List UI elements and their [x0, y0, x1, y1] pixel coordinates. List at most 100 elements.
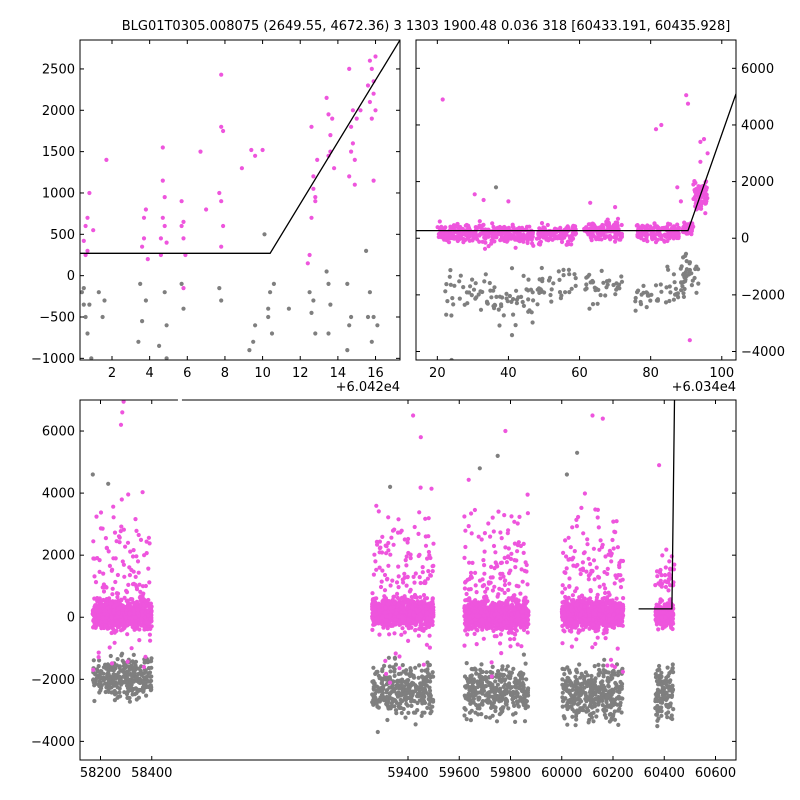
data-point	[535, 302, 540, 307]
data-point	[471, 287, 477, 292]
data-point	[125, 632, 130, 637]
data-point	[474, 702, 479, 708]
data-point	[326, 331, 331, 336]
data-point	[147, 632, 152, 637]
data-point	[477, 223, 482, 228]
data-point	[566, 267, 572, 272]
data-point	[145, 257, 150, 262]
data-point	[405, 687, 410, 692]
data-point	[665, 264, 670, 269]
data-point	[106, 689, 111, 695]
data-point	[98, 669, 103, 674]
data-point	[521, 652, 527, 657]
data-point	[425, 556, 430, 561]
data-point	[417, 616, 422, 621]
data-point	[597, 667, 602, 673]
data-point	[567, 290, 572, 295]
data-point	[104, 601, 109, 606]
data-point	[568, 682, 573, 687]
data-point	[689, 232, 694, 237]
data-point	[655, 718, 660, 723]
data-point	[500, 709, 505, 714]
data-point	[371, 665, 376, 670]
data-point	[470, 688, 475, 693]
data-point	[133, 659, 139, 664]
data-point	[698, 139, 703, 144]
data-point	[396, 585, 401, 590]
data-point	[107, 609, 112, 614]
data-point	[592, 683, 597, 688]
data-point	[404, 680, 409, 685]
data-point	[703, 211, 708, 216]
data-point	[666, 685, 671, 690]
data-point	[507, 670, 512, 675]
data-point	[475, 237, 480, 242]
data-point	[560, 699, 566, 704]
data-point	[596, 672, 601, 677]
data-point	[371, 697, 376, 703]
data-point	[130, 597, 135, 602]
data-point	[349, 149, 354, 154]
data-point	[106, 481, 111, 486]
data-point	[382, 572, 388, 578]
data-point	[394, 580, 400, 585]
data-point	[526, 309, 531, 314]
data-point	[655, 703, 660, 709]
data-point	[660, 686, 665, 691]
data-point	[583, 693, 589, 698]
data-point	[377, 565, 382, 570]
data-point	[116, 606, 121, 611]
data-point	[121, 674, 126, 679]
data-point	[96, 664, 101, 669]
data-point	[400, 614, 405, 620]
data-point	[656, 694, 661, 699]
data-point	[609, 717, 614, 722]
data-point	[373, 54, 378, 59]
data-point	[485, 679, 490, 684]
data-point	[492, 230, 497, 235]
data-point	[422, 710, 427, 715]
data-point	[111, 627, 116, 632]
data-point	[444, 312, 449, 317]
data-point	[561, 267, 566, 272]
data-point	[511, 666, 516, 672]
data-point	[383, 605, 388, 610]
data-point	[693, 189, 698, 194]
data-point	[514, 288, 519, 293]
data-point	[400, 626, 405, 631]
data-point	[616, 708, 621, 713]
data-point	[508, 692, 514, 697]
data-point	[134, 587, 140, 592]
data-point	[83, 314, 88, 320]
data-point	[373, 620, 378, 625]
data-point	[468, 718, 473, 723]
data-point	[125, 689, 130, 694]
data-point	[584, 282, 589, 287]
data-point	[160, 145, 165, 150]
data-point	[112, 698, 117, 703]
data-point	[125, 664, 130, 669]
data-point	[427, 633, 432, 638]
data-point	[107, 645, 112, 650]
data-point	[131, 548, 136, 553]
data-point	[392, 655, 397, 660]
data-point	[619, 684, 624, 689]
data-point	[393, 662, 398, 667]
x-tick-label: 16	[367, 366, 384, 381]
data-point	[560, 690, 565, 695]
data-point	[504, 226, 509, 231]
data-point	[146, 621, 152, 626]
data-point	[613, 205, 618, 210]
data-point	[594, 714, 599, 719]
y-tick-label: −500	[39, 311, 75, 326]
data-point	[388, 552, 393, 557]
data-point	[671, 236, 676, 241]
data-point	[146, 671, 151, 676]
data-point	[380, 534, 385, 540]
data-point	[128, 679, 133, 684]
data-point	[667, 298, 672, 304]
data-point	[417, 601, 422, 606]
data-point	[662, 681, 667, 686]
data-point	[392, 673, 397, 679]
